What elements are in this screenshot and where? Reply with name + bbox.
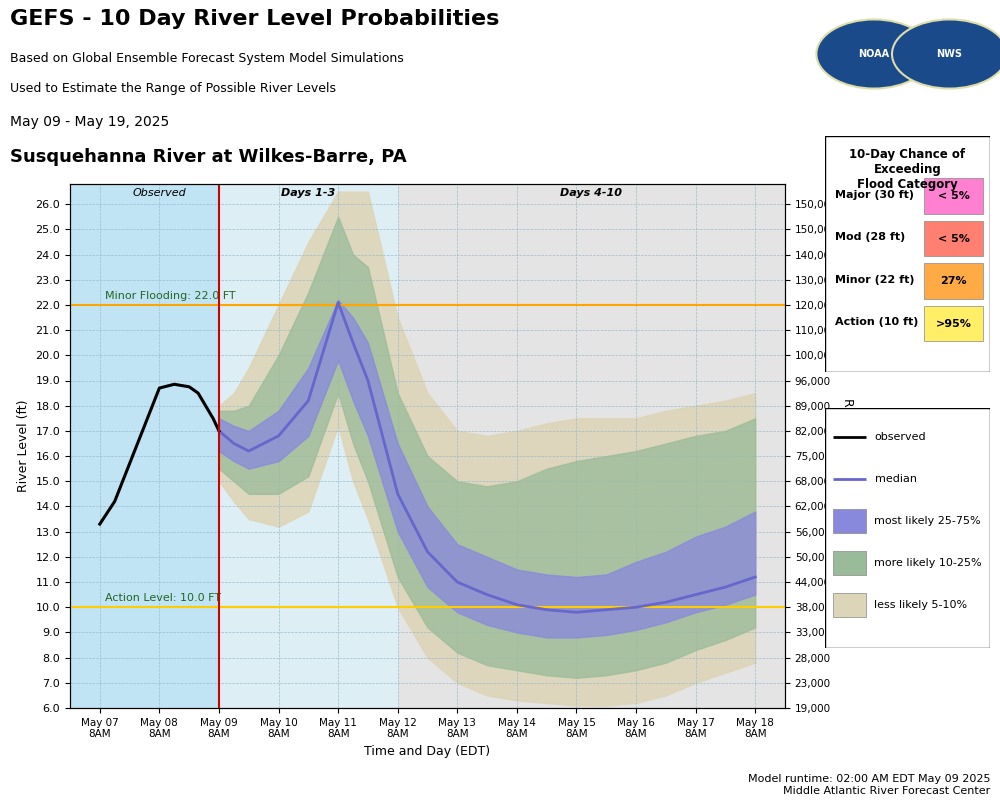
Text: Major (30 ft): Major (30 ft) — [835, 190, 914, 200]
Text: Observed: Observed — [132, 188, 186, 198]
Text: 27%: 27% — [940, 276, 967, 286]
X-axis label: Time and Day (EDT): Time and Day (EDT) — [364, 745, 491, 758]
Text: Mod (28 ft): Mod (28 ft) — [835, 233, 905, 242]
Circle shape — [892, 19, 1000, 89]
Bar — [70, 184, 219, 708]
Y-axis label: River Level (ft): River Level (ft) — [17, 400, 30, 492]
Text: >95%: >95% — [936, 318, 972, 329]
Text: < 5%: < 5% — [938, 234, 970, 244]
Text: observed: observed — [874, 432, 926, 442]
Text: Susquehanna River at Wilkes-Barre, PA: Susquehanna River at Wilkes-Barre, PA — [10, 147, 406, 166]
Text: Days 1-3: Days 1-3 — [281, 188, 335, 198]
Text: < 5%: < 5% — [938, 191, 970, 201]
FancyBboxPatch shape — [825, 408, 990, 648]
Text: 10-Day Chance of
Exceeding
Flood Category: 10-Day Chance of Exceeding Flood Categor… — [849, 148, 966, 190]
Text: median: median — [874, 474, 916, 484]
Text: Model runtime: 02:00 AM EDT May 09 2025
Middle Atlantic River Forecast Center: Model runtime: 02:00 AM EDT May 09 2025 … — [748, 774, 990, 796]
Text: May 09 - May 19, 2025: May 09 - May 19, 2025 — [10, 115, 169, 130]
Bar — [398, 184, 785, 708]
FancyBboxPatch shape — [924, 221, 983, 256]
FancyBboxPatch shape — [833, 550, 866, 574]
FancyBboxPatch shape — [833, 593, 866, 617]
Circle shape — [816, 19, 932, 89]
FancyBboxPatch shape — [924, 178, 983, 214]
Text: GEFS - 10 Day River Level Probabilities: GEFS - 10 Day River Level Probabilities — [10, 9, 499, 29]
Text: most likely 25-75%: most likely 25-75% — [874, 516, 981, 526]
Text: Days 4-10: Days 4-10 — [560, 188, 622, 198]
Text: NWS: NWS — [937, 49, 963, 59]
Text: Minor Flooding: 22.0 FT: Minor Flooding: 22.0 FT — [105, 291, 235, 301]
FancyBboxPatch shape — [825, 136, 990, 372]
Text: Minor (22 ft): Minor (22 ft) — [835, 275, 914, 285]
FancyBboxPatch shape — [833, 509, 866, 533]
FancyBboxPatch shape — [924, 306, 983, 342]
Text: Action (10 ft): Action (10 ft) — [835, 318, 918, 327]
Text: more likely 10-25%: more likely 10-25% — [874, 558, 982, 568]
FancyBboxPatch shape — [924, 263, 983, 299]
Text: Action Level: 10.0 FT: Action Level: 10.0 FT — [105, 594, 221, 603]
Text: NOAA: NOAA — [858, 49, 890, 59]
Bar — [219, 184, 398, 708]
Text: Based on Global Ensemble Forecast System Model Simulations: Based on Global Ensemble Forecast System… — [10, 52, 404, 65]
Text: less likely 5-10%: less likely 5-10% — [874, 600, 968, 610]
Y-axis label: River Flow (cfs): River Flow (cfs) — [841, 398, 854, 494]
Text: Used to Estimate the Range of Possible River Levels: Used to Estimate the Range of Possible R… — [10, 82, 336, 95]
